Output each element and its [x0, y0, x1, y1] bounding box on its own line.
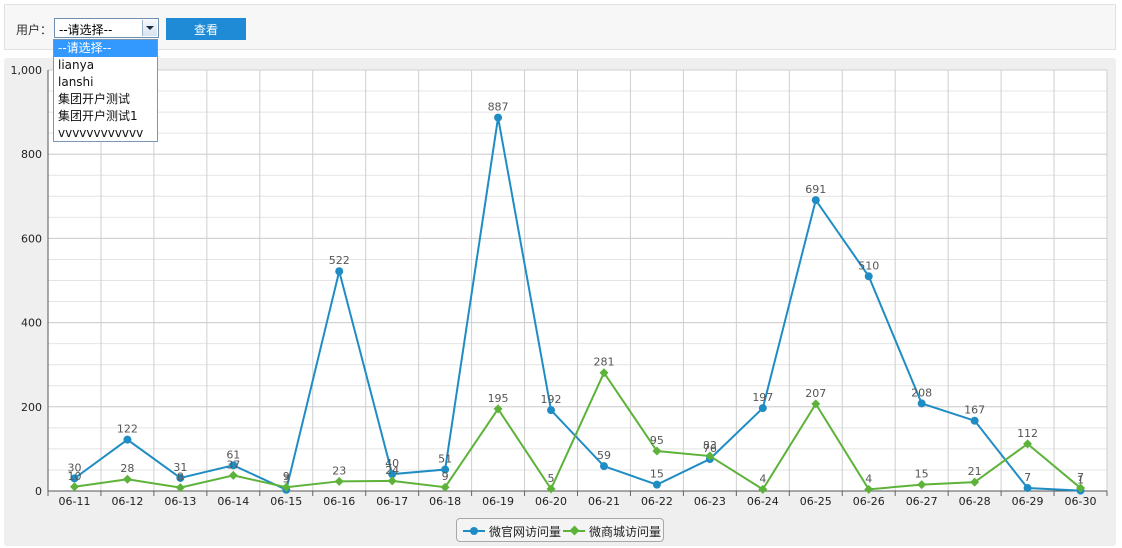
x-tick-label: 06-25 — [800, 495, 832, 508]
data-label: 7 — [1024, 471, 1031, 484]
data-point[interactable] — [653, 481, 661, 489]
x-tick-label: 06-16 — [323, 495, 355, 508]
data-point[interactable] — [759, 404, 767, 412]
x-tick-label: 06-17 — [376, 495, 408, 508]
dropdown-option[interactable]: 集团开户测试1 — [54, 108, 157, 125]
data-point[interactable] — [600, 462, 608, 470]
data-label: 197 — [752, 391, 773, 404]
data-label: 83 — [703, 439, 717, 452]
user-dropdown-list[interactable]: --请选择-- lianya lanshi 集团开户测试 集团开户测试1 vvvvvvvv… — [53, 39, 158, 142]
x-tick-label: 06-22 — [641, 495, 673, 508]
data-point[interactable] — [918, 399, 926, 407]
x-tick-label: 06-27 — [906, 495, 938, 508]
data-label: 207 — [805, 387, 826, 400]
data-label: 5 — [548, 472, 555, 485]
legend-item-1[interactable]: 微官网访问量 — [489, 523, 561, 540]
data-label: 208 — [911, 386, 932, 399]
y-tick-label: 600 — [21, 232, 42, 245]
x-tick-label: 06-18 — [429, 495, 461, 508]
x-tick-label: 06-30 — [1065, 495, 1097, 508]
data-label: 59 — [597, 449, 611, 462]
data-label: 4 — [759, 472, 766, 485]
x-tick-label: 06-20 — [535, 495, 567, 508]
data-label: 23 — [332, 464, 346, 477]
data-label: 51 — [438, 453, 452, 466]
x-tick-label: 06-11 — [58, 495, 90, 508]
data-label: 9 — [442, 470, 449, 483]
data-label: 691 — [805, 183, 826, 196]
legend-item-2[interactable]: 微商城访问量 — [589, 523, 661, 540]
x-tick-label: 06-23 — [694, 495, 726, 508]
x-tick-label: 06-14 — [217, 495, 249, 508]
y-tick-label: 400 — [21, 317, 42, 330]
x-tick-label: 06-28 — [959, 495, 991, 508]
x-tick-label: 06-24 — [747, 495, 779, 508]
chart-legend: 微官网访问量 微商城访问量 — [456, 518, 664, 542]
y-tick-label: 0 — [35, 485, 42, 498]
data-label: 7 — [1077, 471, 1084, 484]
dropdown-option[interactable]: lanshi — [54, 74, 157, 91]
dropdown-option[interactable]: --请选择-- — [54, 40, 157, 57]
data-label: 24 — [385, 464, 399, 477]
x-tick-label: 06-13 — [164, 495, 196, 508]
y-tick-label: 200 — [21, 401, 42, 414]
data-label: 281 — [593, 356, 614, 369]
data-label: 112 — [1017, 427, 1038, 440]
x-tick-label: 06-12 — [111, 495, 143, 508]
data-label: 95 — [650, 434, 664, 447]
data-point[interactable] — [494, 114, 502, 122]
data-label: 192 — [541, 393, 562, 406]
data-label: 21 — [968, 465, 982, 478]
data-label: 122 — [117, 423, 138, 436]
x-tick-label: 06-29 — [1012, 495, 1044, 508]
data-point[interactable] — [547, 406, 555, 414]
data-label: 37 — [226, 458, 240, 471]
data-label: 4 — [865, 472, 872, 485]
data-point[interactable] — [1024, 484, 1032, 492]
legend-circle-icon — [470, 527, 478, 535]
data-label: 195 — [488, 392, 509, 405]
data-label: 167 — [964, 404, 985, 417]
data-point[interactable] — [971, 417, 979, 425]
data-label: 10 — [67, 470, 81, 483]
data-label: 510 — [858, 259, 879, 272]
data-label: 522 — [329, 254, 350, 267]
dropdown-option[interactable]: vvvvvvvvvvvv — [54, 125, 157, 142]
data-label: 28 — [120, 462, 134, 475]
data-point[interactable] — [123, 436, 131, 444]
y-tick-label: 800 — [21, 148, 42, 161]
data-label: 9 — [283, 470, 290, 483]
data-point[interactable] — [335, 267, 343, 275]
data-point[interactable] — [865, 272, 873, 280]
dropdown-option[interactable]: 集团开户测试 — [54, 91, 157, 108]
data-label: 15 — [650, 468, 664, 481]
x-tick-label: 06-19 — [482, 495, 514, 508]
data-label: 8 — [177, 471, 184, 484]
dropdown-option[interactable]: lianya — [54, 57, 157, 74]
data-label: 887 — [488, 101, 509, 114]
x-tick-label: 06-21 — [588, 495, 620, 508]
y-tick-label: 1,000 — [11, 64, 43, 77]
x-tick-label: 06-26 — [853, 495, 885, 508]
legend-diamond-icon — [570, 526, 580, 536]
data-label: 15 — [915, 468, 929, 481]
x-tick-label: 06-15 — [270, 495, 302, 508]
data-point[interactable] — [812, 196, 820, 204]
